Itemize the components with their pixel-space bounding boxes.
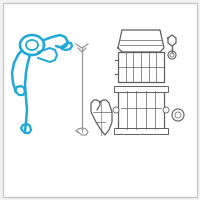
Bar (114, 86, 168, 92)
Circle shape (172, 109, 184, 121)
Circle shape (170, 53, 174, 57)
Circle shape (175, 112, 181, 118)
Circle shape (168, 51, 176, 59)
Circle shape (163, 107, 169, 113)
Bar (114, 128, 168, 134)
Circle shape (113, 107, 119, 113)
Bar (118, 88, 164, 132)
Bar (118, 52, 164, 82)
